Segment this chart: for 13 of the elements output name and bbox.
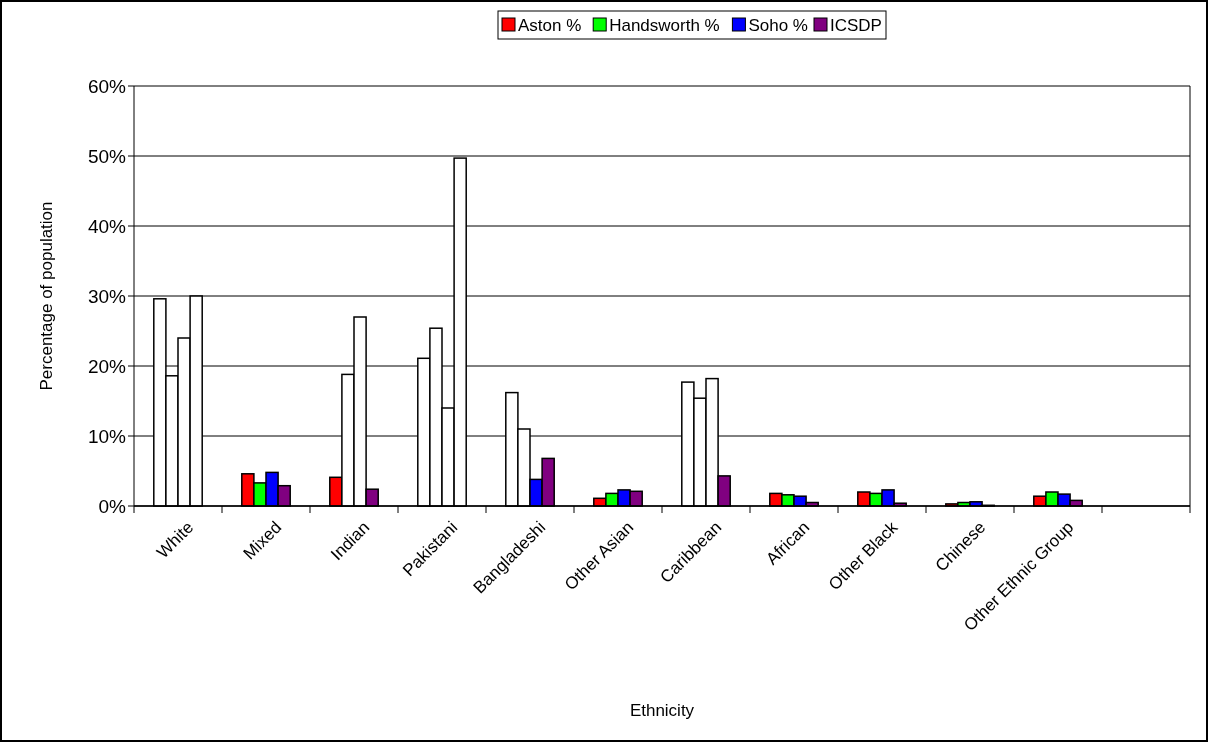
legend-label: ICSDP xyxy=(830,15,882,35)
y-axis-title: Percentage of population xyxy=(37,201,56,391)
y-tick-label: 30% xyxy=(87,285,127,307)
y-tick-label: 50% xyxy=(87,145,127,167)
y-tick-label: 10% xyxy=(87,425,127,447)
y-tick-label: 40% xyxy=(87,215,127,237)
legend-label: Soho % xyxy=(748,15,808,35)
y-tick-label: 20% xyxy=(87,355,127,377)
y-tick-label: 60% xyxy=(87,75,127,97)
legend-label: Handsworth % xyxy=(609,15,720,35)
y-tick-label: 0% xyxy=(98,495,127,517)
legend-label: Aston % xyxy=(518,15,582,35)
x-axis-title: Ethnicity xyxy=(629,701,695,720)
